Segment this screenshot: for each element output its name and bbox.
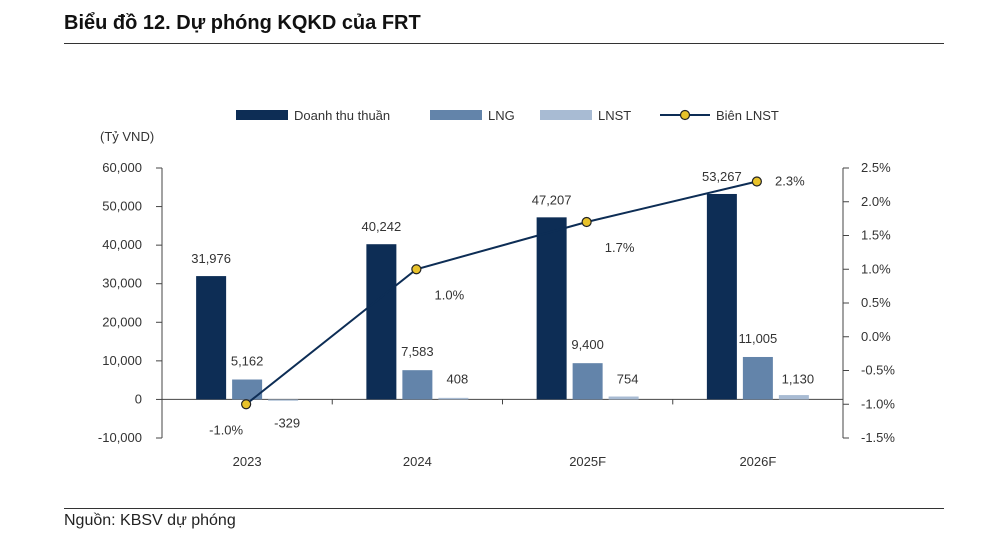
y-tick-label: 10,000 <box>102 353 142 368</box>
bar-doanh-thu-thuần <box>196 276 227 400</box>
bar-value-label: 9,400 <box>571 337 604 352</box>
bar-value-label: 53,267 <box>702 169 742 184</box>
bar-series <box>196 193 809 401</box>
x-tick-label: 2023 <box>233 454 262 469</box>
bar-lnst <box>608 396 639 400</box>
bar-lnst <box>438 397 469 400</box>
source-rule <box>64 508 944 509</box>
x-tick-label: 2025F <box>569 454 606 469</box>
y-tick-label: -10,000 <box>98 430 142 445</box>
y2-tick-label: 2.5% <box>861 160 891 175</box>
y-tick-label: 60,000 <box>102 160 142 175</box>
bar-value-label: 754 <box>617 371 639 386</box>
legend-label: LNST <box>598 108 631 123</box>
y-tick-label: 40,000 <box>102 237 142 252</box>
bar-doanh-thu-thuần <box>706 193 737 400</box>
legend-label: LNG <box>488 108 515 123</box>
y2-tick-label: -1.5% <box>861 430 895 445</box>
y2-tick-label: -1.0% <box>861 396 895 411</box>
bar-value-label: 1,130 <box>782 371 815 386</box>
margin-line <box>245 180 758 406</box>
y2-tick-label: 0.5% <box>861 295 891 310</box>
bar-value-label: 47,207 <box>532 192 572 207</box>
source-note: Nguồn: KBSV dự phóng <box>64 512 236 529</box>
data-labels: 31,976 40,242 47,207 53,267 5,162 7,583 9,400 1… <box>191 169 814 437</box>
chart-legend: Doanh thu thuần LNG LNST Biên LNST <box>236 108 779 123</box>
y-tick-label: 20,000 <box>102 314 142 329</box>
bar-value-label: -329 <box>274 415 300 430</box>
chart-title: Biểu đồ 12. Dự phóng KQKD của FRT <box>64 12 421 34</box>
margin-point <box>411 264 422 275</box>
legend-swatch <box>540 110 592 120</box>
legend-label: Biên LNST <box>716 108 779 123</box>
bar-value-label: 5,162 <box>231 354 264 369</box>
bar-value-label: 31,976 <box>191 251 231 266</box>
bar-doanh-thu-thuần <box>366 244 397 400</box>
y-tick-label: 50,000 <box>102 199 142 214</box>
y2-tick-label: 2.0% <box>861 194 891 209</box>
title-rule <box>64 43 944 44</box>
y2-tick-label: 1.0% <box>861 261 891 276</box>
y2-tick-label: 1.5% <box>861 228 891 243</box>
x-tick-label: 2026F <box>739 454 776 469</box>
legend-swatch <box>430 110 482 120</box>
legend-label: Doanh thu thuần <box>294 108 390 123</box>
legend-swatch <box>236 110 288 120</box>
margin-value-label: 2.3% <box>775 174 805 189</box>
bar-doanh-thu-thuần <box>536 217 567 400</box>
margin-value-label: 1.0% <box>435 287 465 302</box>
y2-tick-label: -0.5% <box>861 363 895 378</box>
x-tick-label: 2024 <box>403 454 432 469</box>
legend-marker <box>679 109 691 121</box>
y-tick-label: 30,000 <box>102 276 142 291</box>
margin-point <box>751 176 762 187</box>
bar-value-label: 7,583 <box>401 344 434 359</box>
y-tick-label: 0 <box>135 391 142 406</box>
bar-value-label: 11,005 <box>738 331 777 346</box>
margin-value-label: -1.0% <box>209 422 243 437</box>
margin-point <box>581 216 592 228</box>
y-axis-unit: (Tỷ VND) <box>100 129 154 144</box>
bar-value-label: 408 <box>447 371 469 386</box>
bar-lng <box>402 370 433 400</box>
bar-value-label: 40,242 <box>361 219 401 234</box>
bar-lng <box>232 379 263 400</box>
margin-line-series <box>241 176 762 410</box>
bar-lng <box>742 356 773 400</box>
bar-lng <box>572 363 603 400</box>
y2-tick-label: 0.0% <box>861 329 891 344</box>
chart-axes: 60,000 50,000 40,000 30,000 20,000 10,000 0 -10… <box>98 160 895 469</box>
bar-lnst <box>268 399 299 401</box>
bar-lnst <box>778 395 809 400</box>
margin-value-label: 1.7% <box>605 240 635 255</box>
margin-point <box>241 399 252 410</box>
